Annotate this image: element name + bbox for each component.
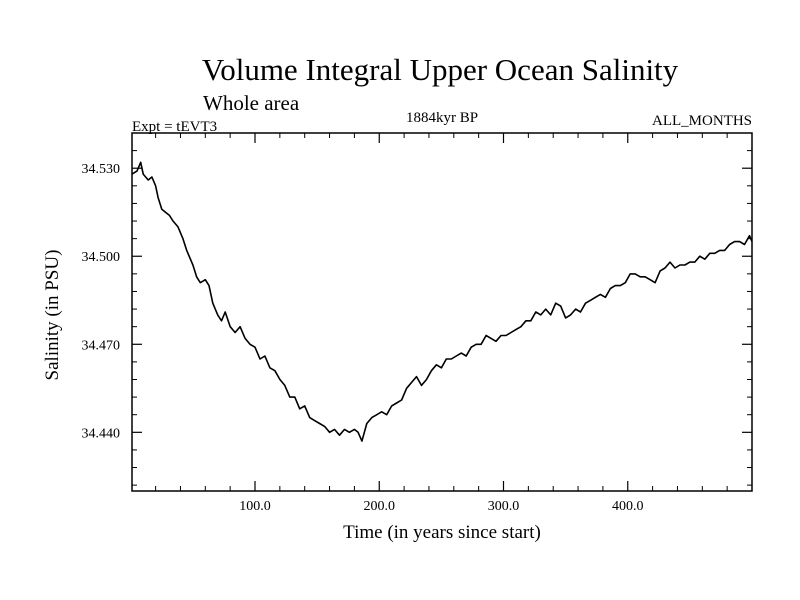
- y-tick-label: 34.470: [82, 338, 121, 353]
- x-tick-label: 300.0: [488, 499, 520, 514]
- y-tick-label: 34.530: [82, 162, 121, 177]
- y-axis-label: Salinity (in PSU): [42, 250, 63, 381]
- x-tick-label: 200.0: [364, 499, 396, 514]
- months-label: ALL_MONTHS: [652, 113, 752, 129]
- x-axis-label: Time (in years since start): [343, 522, 541, 543]
- x-tick-label: 100.0: [239, 499, 271, 514]
- salinity-series-line: [131, 161, 753, 442]
- x-tick-label: 400.0: [612, 499, 644, 514]
- period-label: 1884kyr BP: [406, 110, 478, 126]
- experiment-label: Expt = tEVT3: [132, 119, 217, 135]
- plot-area: 100.0 200.0 300.0 400.0 34.440 34.470 34.500 34…: [82, 132, 753, 514]
- y-tick-label: 34.500: [82, 250, 121, 265]
- y-tick-label: 34.440: [82, 426, 121, 441]
- chart-title: Volume Integral Upper Ocean Salinity: [202, 52, 679, 87]
- chart-subtitle: Whole area: [203, 91, 300, 115]
- plot-frame: [131, 132, 753, 492]
